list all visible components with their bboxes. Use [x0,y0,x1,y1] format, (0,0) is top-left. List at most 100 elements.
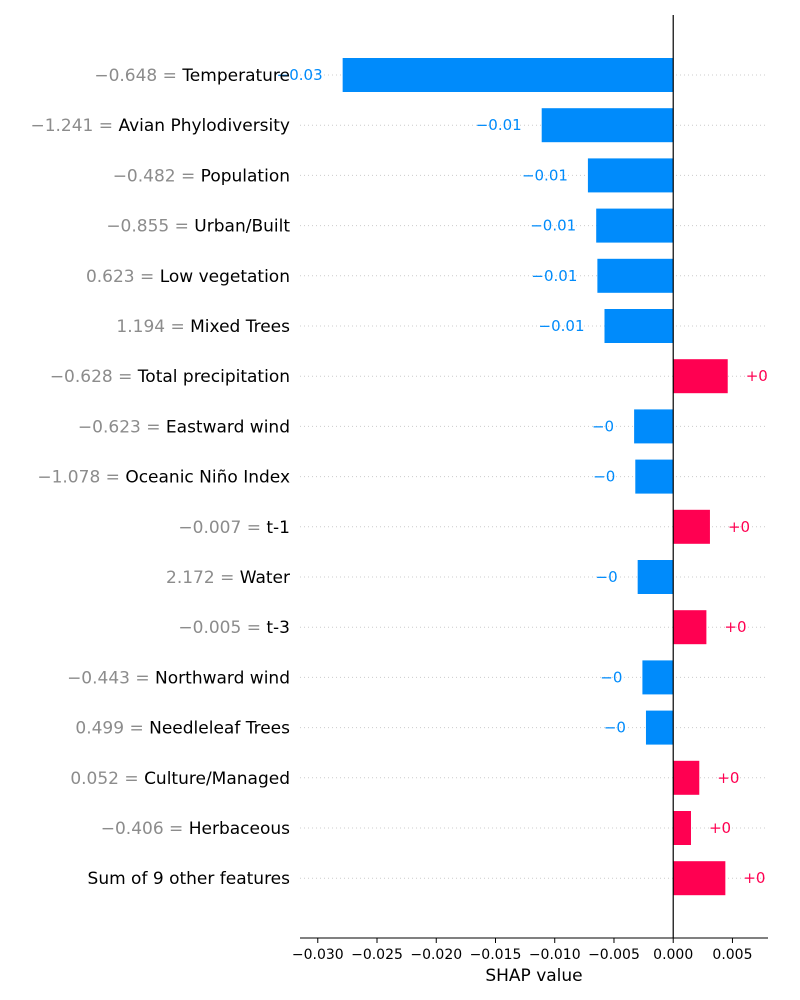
shap-value-label: +0 [724,618,746,636]
x-axis-title: SHAP value [485,966,582,986]
shap-value-label: +0 [709,819,731,837]
feature-label: −1.078 = Oceanic Niño Index [37,468,290,488]
shap-bar [642,660,674,695]
shap-bar [645,710,674,745]
x-tick-label: −0.005 [588,947,640,963]
equals-sign: = [124,719,149,739]
feature-label: −0.007 = t-1 [178,518,290,538]
shap-value-label: −0.01 [539,317,585,335]
feature-label: −1.241 = Avian Phylodiversity [30,116,290,136]
feature-label: −0.623 = Eastward wind [78,417,290,437]
equals-sign: = [113,367,138,387]
shap-bar [342,58,674,92]
x-tick-label: −0.015 [470,947,522,963]
feature-value: 0.052 [70,769,119,789]
feature-name: Low vegetation [160,267,290,287]
feature-label: Sum of 9 other features [88,869,291,889]
feature-label: −0.855 = Urban/Built [106,217,290,237]
x-tick-label: −0.030 [292,947,344,963]
shap-value-label: +0 [743,869,765,887]
shap-value-label: −0 [604,719,626,737]
shap-bar [596,208,674,243]
feature-value: 2.172 [166,568,215,588]
equals-sign: = [93,116,118,136]
shap-bar [673,760,700,795]
feature-name: Avian Phylodiversity [118,116,290,136]
equals-sign: = [169,217,194,237]
x-tick-label: 0.005 [712,947,752,963]
equals-sign: = [164,819,189,839]
feature-label: −0.443 = Northward wind [67,668,290,688]
feature-value: −0.648 [94,66,157,86]
feature-value: −0.623 [78,417,141,437]
equals-sign: = [141,417,166,437]
equals-sign: = [100,468,125,488]
feature-name: Total precipitation [137,367,290,387]
equals-sign: = [165,317,190,337]
equals-sign: = [130,668,155,688]
equals-sign: = [135,267,160,287]
feature-name: Eastward wind [166,417,290,437]
shap-value-label: +0 [728,518,750,536]
shap-bar [637,560,674,594]
equals-sign: = [241,518,266,538]
feature-value: −0.005 [178,618,241,638]
x-tick-label: −0.020 [410,947,462,963]
shap-bar [673,359,728,394]
equals-sign: = [241,618,266,638]
feature-name: t-1 [266,518,290,538]
feature-value: −0.855 [106,217,169,237]
shap-bar [635,459,674,494]
shap-value-label: −0.01 [476,116,522,134]
x-tick-label: 0.000 [653,947,693,963]
feature-label: 0.499 = Needleleaf Trees [75,719,290,739]
x-axis: −0.030 −0.025 −0.020 −0.015 −0.010 −0.005 0.00… [292,937,768,963]
shap-value-label: −0.01 [530,217,576,235]
feature-label: −0.482 = Population [113,166,290,186]
feature-label: −0.648 = Temperature [94,66,290,86]
shap-value-label: +0 [717,769,739,787]
feature-value: −1.078 [37,468,100,488]
feature-name: Urban/Built [194,217,290,237]
equals-sign: = [119,769,144,789]
feature-value: 1.194 [116,317,165,337]
feature-name: Mixed Trees [190,317,290,337]
feature-name: t-3 [266,618,290,638]
feature-value: −0.443 [67,668,130,688]
equals-sign: = [157,66,182,86]
feature-value: 0.623 [86,267,135,287]
feature-value: 0.499 [75,719,124,739]
x-tick-label: −0.025 [351,947,403,963]
feature-value: −1.241 [30,116,93,136]
shap-value-label: −0 [592,417,614,435]
feature-value: −0.482 [113,166,176,186]
bars [342,58,728,896]
shap-value-label: −0 [596,568,618,586]
shap-bar [673,811,691,845]
equals-sign: = [176,166,201,186]
feature-label: −0.628 = Total precipitation [50,367,290,387]
feature-label: 1.194 = Mixed Trees [116,317,290,337]
shap-value-label: −0.01 [522,166,568,184]
feature-label: 0.052 = Culture/Managed [70,769,290,789]
feature-label: −0.406 = Herbaceous [101,819,290,839]
equals-sign: = [215,568,240,588]
shap-bar [673,610,707,645]
shap-bar [673,861,726,896]
feature-label: 2.172 = Water [166,568,290,588]
shap-bar [673,509,710,544]
feature-name: Oceanic Niño Index [125,468,290,488]
shap-bar [634,409,674,444]
feature-value: −0.007 [178,518,241,538]
feature-labels: −0.03−0.648 = Temperature −0.01 −1.241 = A… [30,66,767,889]
feature-name: Water [240,568,290,588]
feature-value: −0.628 [50,367,113,387]
feature-name: Needleleaf Trees [149,719,290,739]
shap-bar [597,258,674,293]
shap-value-label: −0.03 [277,66,323,84]
feature-name: Herbaceous [189,819,290,839]
feature-name: Sum of 9 other features [88,869,291,889]
shap-value-label: −0.01 [531,267,577,285]
feature-label: −0.005 = t-3 [178,618,290,638]
